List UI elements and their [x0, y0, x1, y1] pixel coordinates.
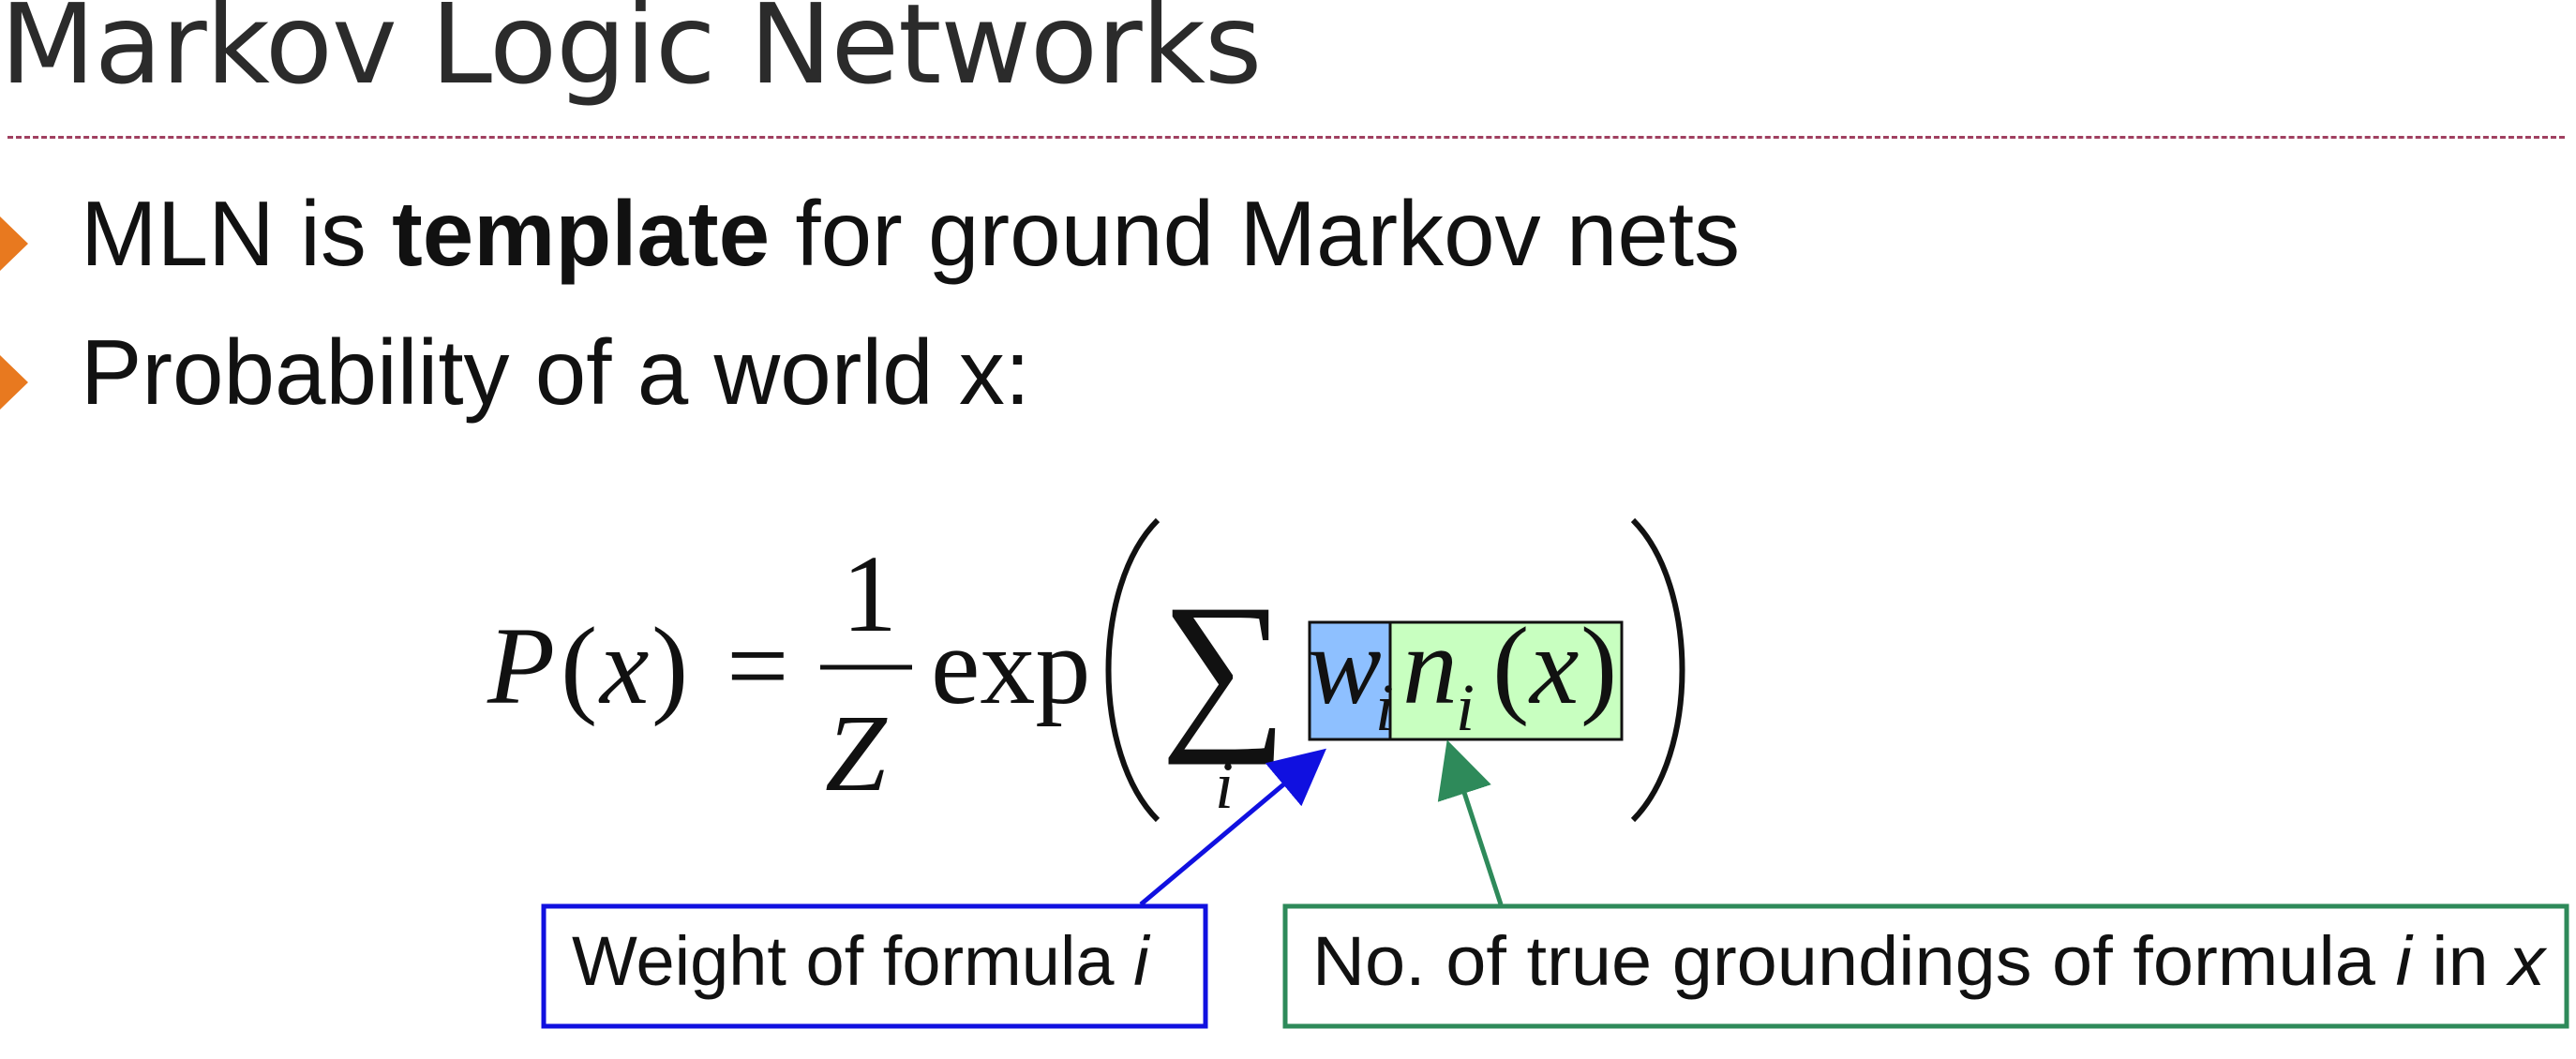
- formula-numerator: 1: [842, 532, 897, 655]
- bullet-arrow-icon: [0, 355, 28, 410]
- big-open-paren: [1105, 517, 1161, 823]
- weight-callout-text: Weight of formula i: [572, 922, 1151, 1000]
- weight-callout-var: i: [1133, 922, 1151, 1000]
- formula-count-open-paren: (: [1492, 604, 1529, 727]
- formula-weight-w: w: [1308, 604, 1382, 727]
- formula-lhs-x: x: [598, 604, 649, 727]
- bullet-suffix: for ground Markov nets: [770, 182, 1741, 285]
- count-callout-var-a: i: [2395, 922, 2414, 1000]
- bullet-text: MLN is template for ground Markov nets: [81, 181, 1740, 287]
- formula-count-n: n: [1402, 604, 1458, 727]
- bullet-prefix: MLN is: [81, 182, 393, 285]
- formula-lhs-p: P: [487, 604, 555, 727]
- count-callout-text: No. of true groundings of formula i in x: [1312, 922, 2548, 1000]
- weight-callout-box: [541, 903, 1208, 1029]
- formula-count-x: x: [1528, 604, 1579, 727]
- count-highlight-box: [1388, 620, 1624, 741]
- bullet-text: Probability of a world x:: [81, 321, 1031, 424]
- bullet-arrow-icon: [0, 216, 28, 271]
- formula-sum-index: i: [1215, 748, 1234, 823]
- count-callout-label-b: in: [2412, 922, 2509, 1000]
- bullet-bold-term: template: [392, 182, 771, 285]
- count-callout-arrow: [1437, 739, 1504, 905]
- formula-lhs-open-paren: (: [561, 604, 597, 727]
- count-callout-box: [1282, 903, 2569, 1029]
- formula-lhs-close-paren: ): [651, 604, 688, 727]
- formula-equals: =: [726, 604, 789, 727]
- formula-denominator: Z: [825, 692, 888, 814]
- slide-title: Markov Logic Networks: [0, 0, 1262, 109]
- big-close-paren: [1630, 517, 1685, 823]
- weight-callout-arrow: [1139, 748, 1326, 906]
- formula-exp: exp: [931, 604, 1090, 727]
- weight-callout-label: Weight of formula: [572, 922, 1133, 1000]
- count-callout-var-b: x: [2506, 922, 2548, 1000]
- formula-sum-symbol: ∑: [1161, 569, 1287, 766]
- formula-count-close-paren: ): [1580, 604, 1617, 727]
- title-divider: [7, 136, 2565, 139]
- formula-count-sub: i: [1456, 670, 1475, 745]
- formula-weight-sub: i: [1375, 670, 1394, 745]
- count-callout-label-a: No. of true groundings of formula: [1312, 922, 2395, 1000]
